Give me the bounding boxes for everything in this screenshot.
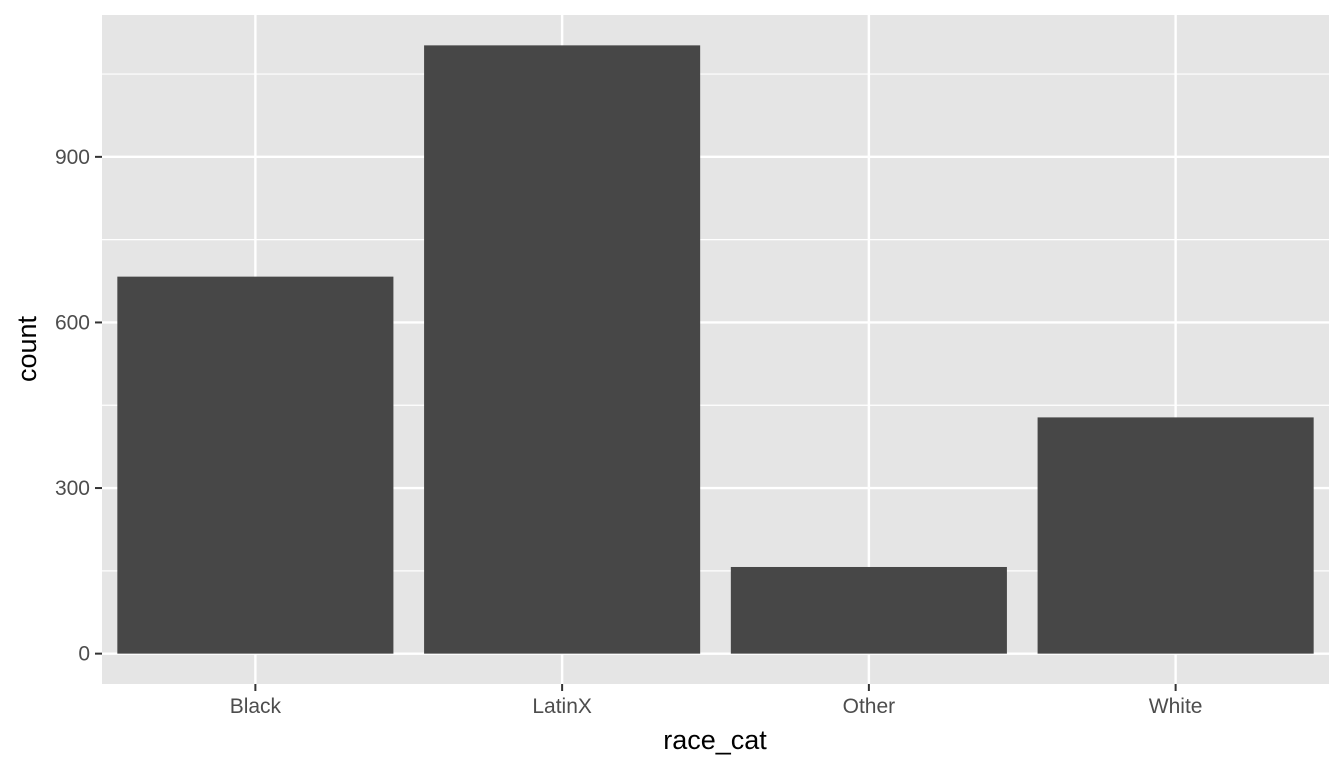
bar-black (117, 276, 394, 654)
x-tick-label: LatinX (532, 695, 592, 718)
x-tick-label: Other (843, 695, 896, 718)
bar-white (1037, 417, 1314, 654)
x-tick-label: Black (230, 695, 282, 718)
y-tick-label: 300 (55, 477, 90, 500)
bars (117, 45, 1314, 654)
bar-other (730, 566, 1007, 654)
y-tick-label: 0 (78, 643, 90, 666)
x-tick-label: White (1149, 695, 1203, 718)
y-tick-label: 900 (55, 146, 90, 169)
y-tick-label: 600 (55, 311, 90, 334)
y-axis-title: count (12, 315, 42, 382)
x-axis-title: race_cat (663, 725, 767, 755)
y-axis: 0 300 600 900 (55, 146, 102, 666)
bar-latinx (424, 45, 701, 654)
x-axis: Black LatinX Other White (230, 684, 1203, 718)
